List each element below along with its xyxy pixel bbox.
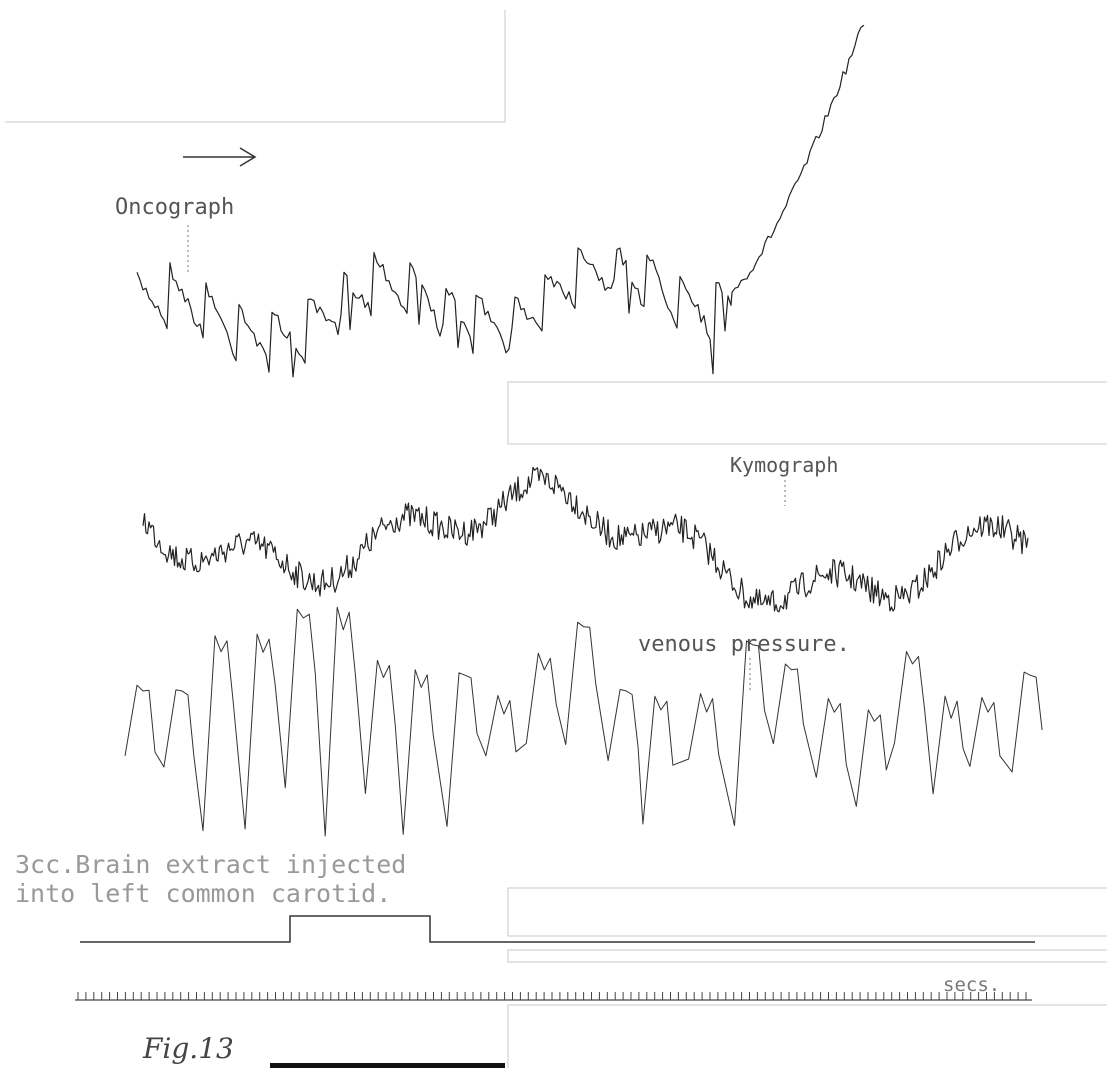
scan-edge	[270, 1063, 505, 1068]
oncograph-trace	[136, 24, 865, 378]
direction-arrow	[183, 147, 257, 167]
time-marks	[77, 992, 1027, 1000]
scan-seam	[5, 10, 506, 123]
kymograph-trace	[142, 466, 1029, 613]
scan-seam	[507, 949, 1107, 963]
signal-line	[80, 915, 1035, 943]
scan-seam	[507, 381, 1107, 445]
venous-trace	[124, 606, 1043, 837]
trace-label: Kymograph	[730, 453, 838, 477]
time-label: secs.	[943, 974, 1000, 996]
scan-seam	[507, 887, 1107, 937]
trace-label: venous pressure.	[638, 632, 850, 657]
figure-label: Fig.13	[142, 1032, 234, 1065]
annotation: into left common carotid.	[15, 879, 391, 908]
annotation: 3cc.Brain extract injected	[15, 850, 406, 879]
trace-label: Oncograph	[115, 195, 234, 220]
scan-seam	[507, 1004, 1107, 1068]
